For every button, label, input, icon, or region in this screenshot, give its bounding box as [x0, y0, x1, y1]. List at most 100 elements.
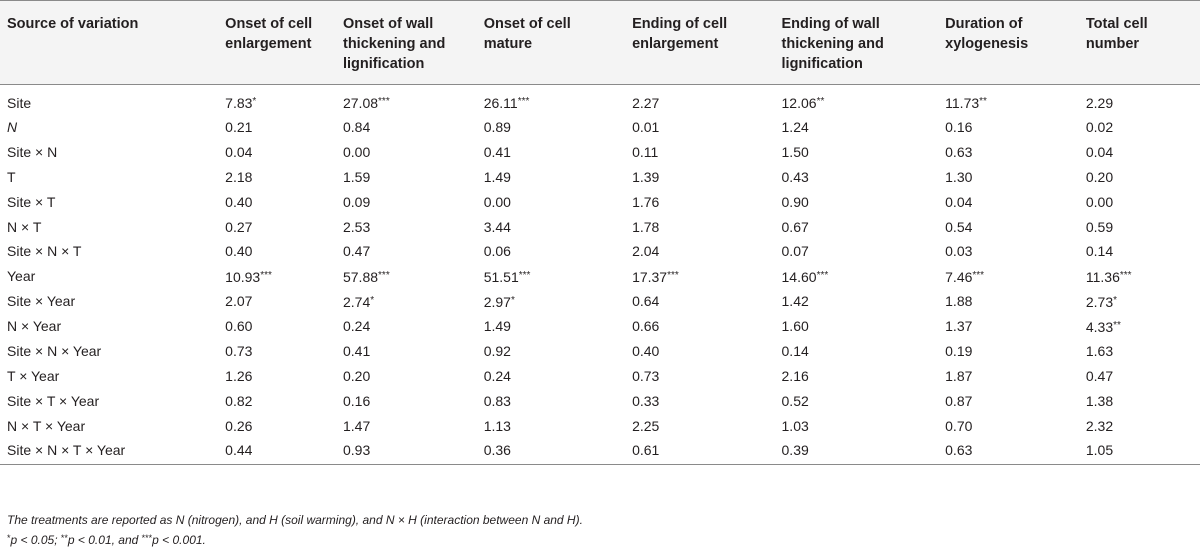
significance-marker: *: [510, 294, 515, 306]
value-cell: 2.07: [225, 293, 253, 310]
value-cell: 11.73**: [945, 95, 987, 111]
value-cell: 2.73*: [1085, 293, 1118, 310]
value-cell: 0.89: [483, 119, 511, 136]
value-cell: 0.33: [632, 392, 660, 409]
value-cell: 0.64: [632, 293, 660, 310]
source-cell: Site × T: [7, 193, 56, 210]
value-cell: 57.88***: [342, 268, 390, 285]
value-cell: 0.04: [225, 144, 253, 161]
value-cell: 2.53: [342, 218, 371, 235]
value-cell: 1.03: [781, 417, 809, 434]
table-footnotes: The treatments are reported as N (nitrog…: [7, 511, 583, 549]
value-cell: 0.07: [781, 243, 809, 260]
value-cell: 0.26: [225, 417, 253, 434]
table-header-row: Source of variation Onset of cell enlargem…: [0, 0, 1200, 85]
value-cell: 2.29: [1085, 94, 1114, 111]
table-row: Site × T 0.40 0.09 0.00 1.76 0.90 0.04 0.00: [0, 188, 1200, 213]
value-cell: 0.40: [225, 193, 253, 210]
significance-marker: ***: [378, 96, 390, 107]
value-cell: 7.46***: [945, 268, 985, 285]
value-cell: 0.47: [342, 243, 371, 260]
value-cell: 0.93: [342, 441, 371, 458]
value-cell: 0.40: [632, 343, 660, 360]
significance-marker: **: [1113, 319, 1121, 331]
significance-marker: ***: [1119, 269, 1132, 281]
value-cell: 2.25: [632, 417, 660, 434]
value-cell: 10.93***: [225, 268, 272, 285]
table-row: Site × N × T × Year 0.44 0.93 0.36 0.61 0.39 0…: [0, 437, 1200, 465]
value-cell: 0.19: [945, 343, 973, 360]
value-cell: 0.01: [632, 119, 660, 136]
value-cell: 0.59: [1085, 218, 1114, 235]
value-cell: 0.00: [483, 193, 511, 210]
table-row: N × T 0.27 2.53 3.44 1.78 0.67 0.54 0.59: [0, 213, 1200, 238]
value-cell: 2.97*: [483, 293, 515, 310]
value-cell: 0.41: [483, 144, 511, 161]
value-cell: 2.32: [1085, 417, 1114, 434]
significance-footnote: *p < 0.05; **p < 0.01, and ***p < 0.001.: [7, 529, 583, 549]
value-cell: 1.30: [945, 168, 973, 185]
value-cell: 2.16: [781, 367, 809, 384]
value-cell: 0.00: [1085, 193, 1114, 210]
value-cell: 0.73: [225, 343, 253, 360]
source-cell: N: [7, 119, 18, 136]
value-cell: 1.50: [781, 144, 809, 161]
value-cell: 17.37***: [632, 268, 679, 285]
table-row: T × Year 1.26 0.20 0.24 0.73 2.16 1.87 0.47: [0, 363, 1200, 388]
value-cell: 0.92: [483, 343, 511, 360]
column-header-4: Ending of cell enlargement: [632, 16, 728, 52]
footnote-symbol: *: [7, 533, 11, 543]
significance-marker: **: [816, 96, 825, 107]
value-cell: 0.54: [945, 218, 973, 235]
value-cell: 2.18: [225, 168, 253, 185]
table-row: Site × Year 2.07 2.74* 2.97* 0.64 1.42 1.88 2.7…: [0, 288, 1200, 313]
table-row: Site × T × Year 0.82 0.16 0.83 0.33 0.52 0.87 1…: [0, 387, 1200, 412]
footnote-symbol: ***: [141, 533, 153, 543]
significance-marker: ***: [972, 269, 985, 281]
table-row: Site × N × Year 0.73 0.41 0.92 0.40 0.14 0.19 1…: [0, 338, 1200, 363]
value-cell: 0.24: [483, 367, 511, 384]
value-cell: 26.11***: [483, 95, 530, 111]
value-cell: 0.20: [1085, 168, 1114, 185]
value-cell: 0.14: [1085, 243, 1114, 260]
value-cell: 1.63: [1085, 343, 1114, 360]
column-header-2: Onset of wall thickening and lignification: [342, 16, 446, 72]
significance-marker: ***: [816, 269, 829, 281]
value-cell: 12.06**: [781, 95, 825, 111]
source-cell: Site × T × Year: [7, 392, 100, 409]
source-cell: N × Year: [7, 318, 62, 335]
value-cell: 1.59: [342, 168, 371, 185]
column-header-1: Onset of cell enlargement: [225, 16, 313, 52]
value-cell: 1.24: [781, 119, 809, 136]
source-cell: Site × Year: [7, 293, 76, 310]
value-cell: 1.88: [945, 293, 973, 310]
value-cell: 2.27: [632, 94, 660, 111]
value-cell: 0.39: [781, 441, 809, 458]
value-cell: 1.76: [632, 193, 660, 210]
table-row: Site 7.83* 27.08*** 26.11*** 2.27 12.06** 11.7…: [0, 85, 1200, 115]
value-cell: 0.16: [342, 392, 371, 409]
value-cell: 1.49: [483, 318, 511, 335]
significance-marker: *: [1113, 294, 1118, 306]
value-cell: 0.87: [945, 392, 973, 409]
value-cell: 0.82: [225, 392, 253, 409]
source-cell: Site × N × T × Year: [7, 441, 126, 458]
value-cell: 27.08***: [342, 95, 390, 111]
value-cell: 51.51***: [483, 268, 531, 285]
value-cell: 1.38: [1085, 392, 1114, 409]
source-cell: Year: [7, 268, 36, 285]
table-row: N 0.21 0.84 0.89 0.01 1.24 0.16 0.02: [0, 114, 1200, 139]
value-cell: 0.63: [945, 144, 973, 161]
value-cell: 1.78: [632, 218, 660, 235]
source-cell: Site: [7, 94, 32, 111]
value-cell: 0.14: [781, 343, 809, 360]
source-cell: Site × N × Year: [7, 343, 102, 360]
source-cell: N × T × Year: [7, 417, 86, 434]
value-cell: 7.83*: [225, 95, 257, 111]
significance-marker: ***: [667, 269, 679, 281]
source-cell: Site × N: [7, 144, 58, 161]
value-cell: 4.33**: [1085, 318, 1121, 335]
value-cell: 0.44: [225, 441, 253, 458]
value-cell: 0.11: [632, 144, 659, 161]
value-cell: 1.26: [225, 367, 253, 384]
